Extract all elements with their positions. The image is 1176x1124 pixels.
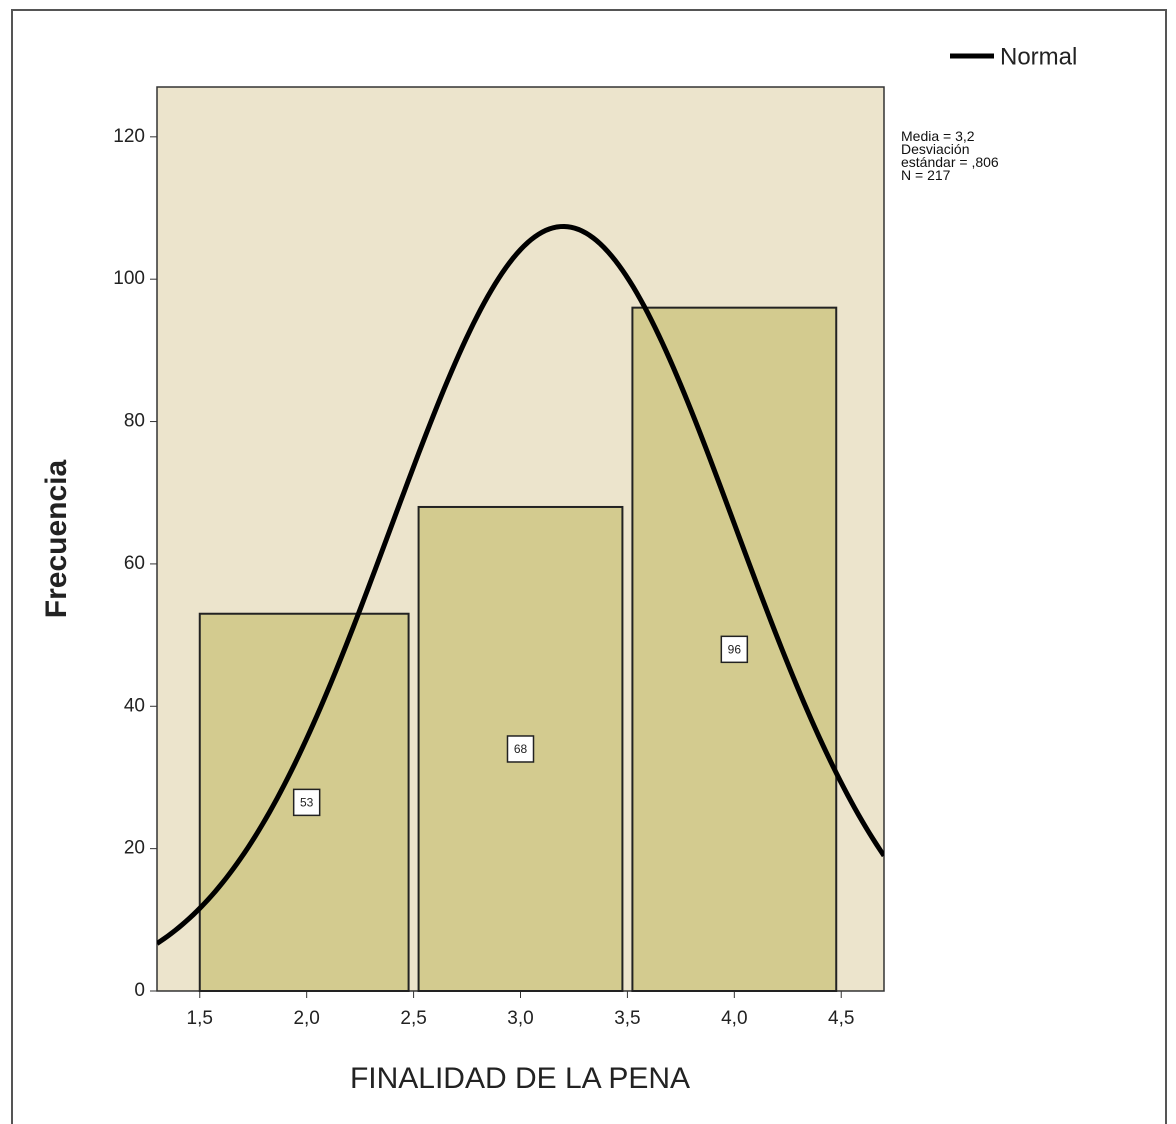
x-tick-label: 4,5 [828,1008,854,1029]
value-label-box [506,735,535,763]
legend-label: Normal [1000,43,1077,70]
x-tick-label: 3,5 [614,1008,640,1029]
frame [11,9,1167,1124]
value-label-box [292,788,321,817]
y-tick-label: 0 [134,980,145,1001]
y-tick-label: 20 [124,838,145,859]
value-label: 68 [514,742,528,756]
x-axis-label: FINALIDAD DE LA PENA [350,1062,690,1095]
y-tick-label: 40 [124,695,145,716]
y-axis-label: Frecuencia [40,459,73,618]
normal-curve [157,223,884,946]
stat-line: Media = 3,2 [901,128,975,144]
x-tick-label: 2,5 [400,1008,426,1029]
y-tick-label: 60 [124,553,145,574]
x-tick-label: 4,0 [721,1008,747,1029]
x-tick-label: 1,5 [187,1008,213,1029]
stats-annotation: Media = 3,2 Desviación estándar = ,806 N =… [901,128,1001,183]
x-tick-label: 3,0 [507,1008,533,1029]
stat-line: N = 217 [901,167,951,183]
y-tick-label: 120 [113,126,145,147]
value-label: 96 [728,643,742,657]
y-tick-label: 80 [124,411,145,432]
y-tick-label: 100 [113,268,145,289]
value-label-box [720,635,749,664]
x-tick-label: 2,0 [293,1008,319,1029]
stat-line: Desviación estándar = ,806 [901,141,999,170]
curve-group [157,223,884,946]
value-label: 53 [300,796,314,810]
